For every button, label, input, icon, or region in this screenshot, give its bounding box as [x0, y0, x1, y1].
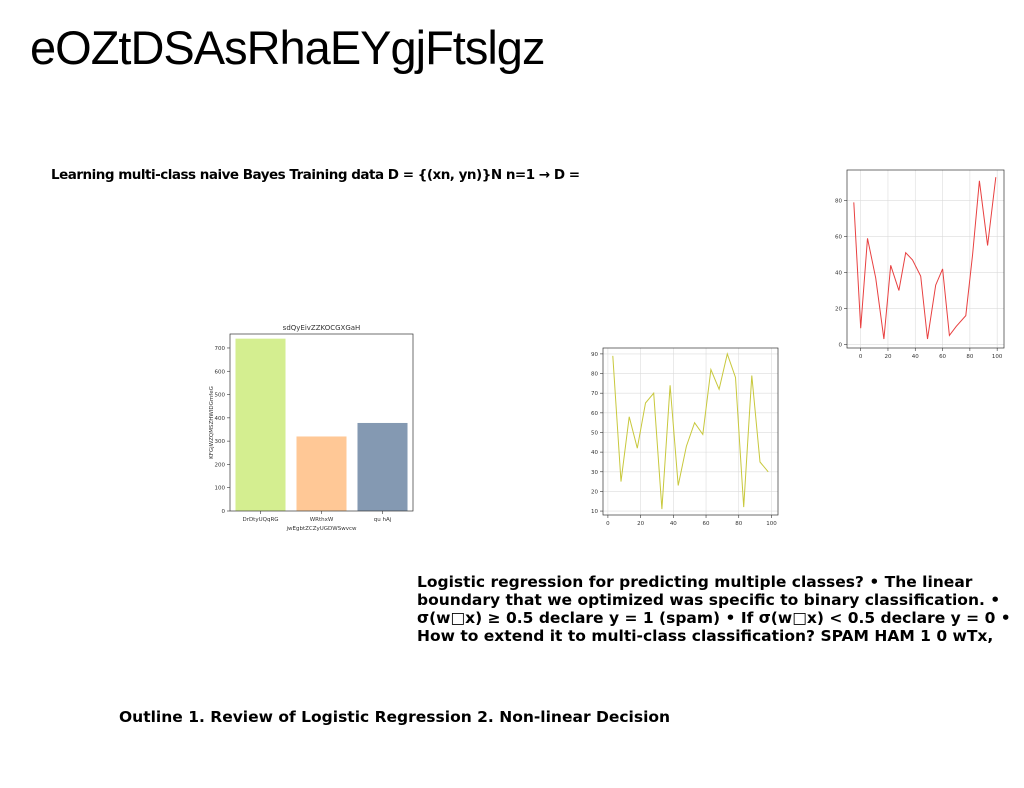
y-axis-label: KFGjWZQMSZHWIDGmfeG: [209, 386, 215, 459]
y-tick-label: 70: [591, 391, 598, 397]
x-tick-label: 0: [859, 354, 863, 360]
bar-0: [235, 338, 286, 511]
plot-frame: [229, 333, 414, 512]
yellow-line-chart: 10 20 30 40 50 60 70 80 90 0 20 40 60 80 100: [591, 347, 779, 527]
y-tick-label: 300: [215, 439, 226, 445]
plot-frame: [846, 169, 1005, 349]
y-tick-label: 10: [591, 509, 598, 515]
x-tick-label: qu hAj: [374, 517, 392, 523]
y-tick-label: 0: [222, 509, 226, 515]
y-tick-label: 60: [591, 411, 598, 417]
x-tick-label: 20: [637, 521, 644, 527]
text-outline: Outline 1. Review of Logistic Regression…: [119, 708, 671, 726]
y-tick-label: 80: [835, 199, 842, 205]
x-tick-label: DrDtyUQqRG: [242, 517, 278, 523]
y-tick-label: 700: [215, 346, 226, 352]
series-line: [853, 177, 997, 340]
x-tick-label: 40: [670, 521, 677, 527]
y-tick-label: 400: [215, 416, 226, 422]
x-tick-label: 60: [939, 354, 946, 360]
x-tick-label: 20: [884, 354, 891, 360]
y-tick-label: 40: [835, 270, 842, 276]
y-tick-label: 200: [215, 462, 226, 468]
bar-2: [357, 422, 408, 511]
x-tick-label: 60: [703, 521, 710, 527]
y-tick-label: 20: [835, 306, 842, 312]
y-tick-label: 0: [839, 342, 843, 348]
x-tick-label: 100: [766, 521, 777, 527]
y-tick-label: 50: [591, 430, 598, 436]
x-tick-label: 80: [735, 521, 742, 527]
y-tick-label: 100: [215, 486, 226, 492]
y-tick-label: 30: [591, 470, 598, 476]
x-tick-label: 80: [966, 354, 973, 360]
y-tick-label: 60: [835, 235, 842, 241]
y-tick-label: 80: [591, 372, 598, 378]
text-naive-bayes: Learning multi-class naive Bayes Trainin…: [51, 167, 580, 183]
x-tick-label: 0: [606, 521, 610, 527]
plot-frame: [602, 347, 779, 516]
x-axis-label: jwEgbtZCZyUGDWSwvcw: [286, 526, 358, 532]
y-tick-label: 500: [215, 393, 226, 399]
text-logistic-regression: Logistic regression for predicting multi…: [417, 573, 1011, 645]
bar-chart: sdQyEivZZKOCGXGaH 0 100 200 300 400 500 600 700 D…: [209, 324, 414, 532]
bar-1: [296, 436, 347, 511]
chart-title: sdQyEivZZKOCGXGaH: [283, 324, 361, 332]
y-tick-label: 90: [591, 352, 598, 358]
y-tick-label: 600: [215, 369, 226, 375]
x-tick-label: 40: [912, 354, 919, 360]
y-tick-label: 20: [591, 489, 598, 495]
red-line-chart: 0 20 40 60 80 0 20 40 60 80 100: [835, 169, 1005, 360]
page-title: eOZtDSAsRhaEYgjFtslgz: [30, 21, 545, 74]
series-line: [612, 352, 769, 510]
x-tick-label: 100: [992, 354, 1003, 360]
y-tick-label: 40: [591, 450, 598, 456]
x-tick-label: WRthxW: [310, 517, 334, 523]
